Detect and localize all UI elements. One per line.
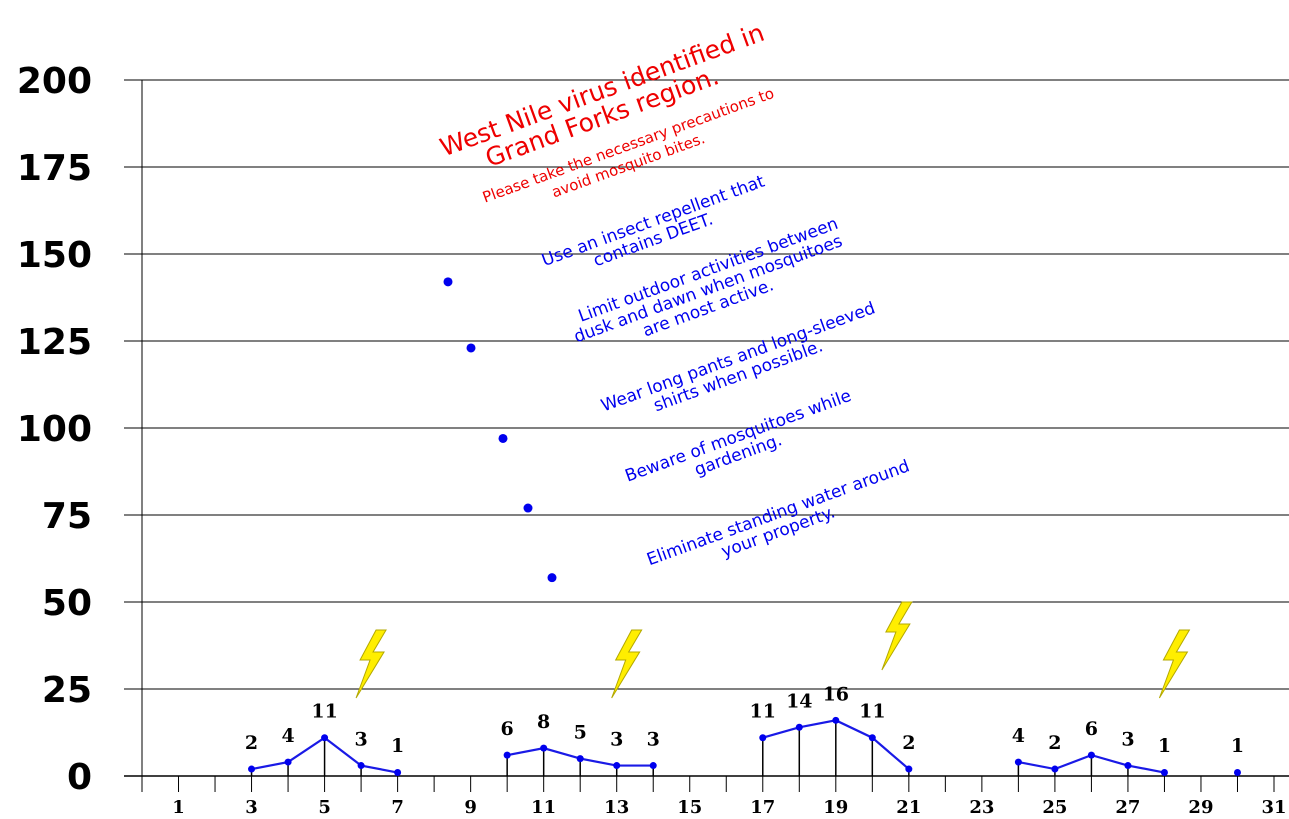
lightning-icon	[611, 629, 643, 699]
lightning-bolt	[611, 629, 643, 699]
data-label: 4	[281, 725, 294, 747]
data-point	[1051, 765, 1059, 773]
data-point	[576, 755, 584, 763]
data-label: 3	[610, 729, 623, 751]
grid-lines	[124, 79, 1289, 777]
data-label: 2	[245, 732, 258, 754]
x-tick-label-7: 7	[391, 797, 404, 818]
lightning-bolt	[355, 629, 387, 699]
data-label: 5	[574, 722, 587, 744]
y-tick-label-100: 100	[17, 409, 92, 450]
data-point	[832, 716, 840, 724]
data-label: 3	[1121, 729, 1134, 751]
data-point	[759, 734, 767, 742]
y-tick-labels: 0 25 50 75 100 125 150 175 200	[17, 61, 92, 798]
data-point	[357, 762, 365, 770]
axes	[124, 80, 1289, 792]
y-tick-label-75: 75	[42, 496, 92, 537]
data-point	[1233, 769, 1241, 777]
tip-bullet	[523, 503, 533, 513]
data-label: 4	[1012, 725, 1025, 747]
tip-bullet	[466, 343, 476, 353]
x-tick-label-21: 21	[896, 797, 921, 818]
x-tick-label-13: 13	[604, 797, 629, 818]
x-tick-label-5: 5	[318, 797, 331, 818]
x-tick-label-31: 31	[1261, 797, 1286, 818]
x-tick-label-29: 29	[1188, 797, 1213, 818]
data-label: 2	[1048, 732, 1061, 754]
lightning-bolt	[1158, 629, 1191, 699]
data-point	[613, 762, 621, 770]
data-label: 11	[311, 701, 337, 723]
data-point	[1087, 751, 1095, 759]
y-tick-label-25: 25	[42, 670, 92, 711]
annotation-tip-5: Eliminate standing water around	[644, 456, 912, 570]
lightning-icon	[355, 629, 387, 699]
data-label: 2	[902, 732, 915, 754]
data-label: 6	[1085, 718, 1098, 740]
x-tick-label-9: 9	[464, 797, 477, 818]
x-tick-labels: 1 3 5 7 9 11 13 15 17 19 21 23 25 27 29 31	[172, 797, 1286, 818]
data-point	[248, 765, 256, 773]
x-tick-label-17: 17	[750, 797, 775, 818]
y-tick-label-0: 0	[67, 757, 92, 798]
series	[248, 716, 1241, 777]
data-point	[284, 758, 292, 766]
x-tick-label-11: 11	[531, 797, 556, 818]
y-tick-label-50: 50	[42, 583, 92, 624]
data-point	[905, 765, 913, 773]
data-label: 6	[501, 718, 514, 740]
lightning-marks	[355, 601, 1191, 699]
y-tick-label-200: 200	[17, 61, 92, 102]
tip-bullet	[498, 433, 508, 443]
y-tick-label-150: 150	[17, 235, 92, 276]
data-label: 16	[823, 683, 849, 705]
data-label: 3	[647, 729, 660, 751]
data-point	[540, 744, 548, 752]
data-point	[321, 734, 329, 742]
y-tick-label-175: 175	[17, 148, 92, 189]
lightning-bolt	[881, 601, 913, 671]
tip-bullet	[443, 277, 453, 287]
data-label: 3	[354, 729, 367, 751]
data-label: 11	[750, 701, 776, 723]
x-tick-label-27: 27	[1115, 797, 1140, 818]
data-point	[394, 769, 402, 777]
data-point	[649, 762, 657, 770]
data-label: 1	[1158, 735, 1171, 757]
lightning-icon	[1158, 629, 1191, 699]
x-tick-label-3: 3	[245, 797, 258, 818]
data-point	[1160, 769, 1168, 777]
x-tick-label-15: 15	[677, 797, 702, 818]
data-point	[1014, 758, 1022, 766]
y-tick-label-125: 125	[17, 322, 92, 363]
x-tick-label-23: 23	[969, 797, 994, 818]
data-label: 1	[391, 735, 404, 757]
data-point	[503, 751, 511, 759]
data-point	[795, 723, 803, 731]
data-point	[1124, 762, 1132, 770]
data-point	[868, 734, 876, 742]
data-label: 1	[1231, 735, 1244, 757]
lightning-icon	[881, 601, 913, 671]
x-tick-label-19: 19	[823, 797, 848, 818]
data-label: 11	[859, 701, 885, 723]
tip-bullet	[547, 573, 557, 583]
x-tick-label-25: 25	[1042, 797, 1067, 818]
data-label: 8	[537, 711, 550, 733]
data-label: 14	[786, 690, 812, 712]
x-tick-label-1: 1	[172, 797, 185, 818]
